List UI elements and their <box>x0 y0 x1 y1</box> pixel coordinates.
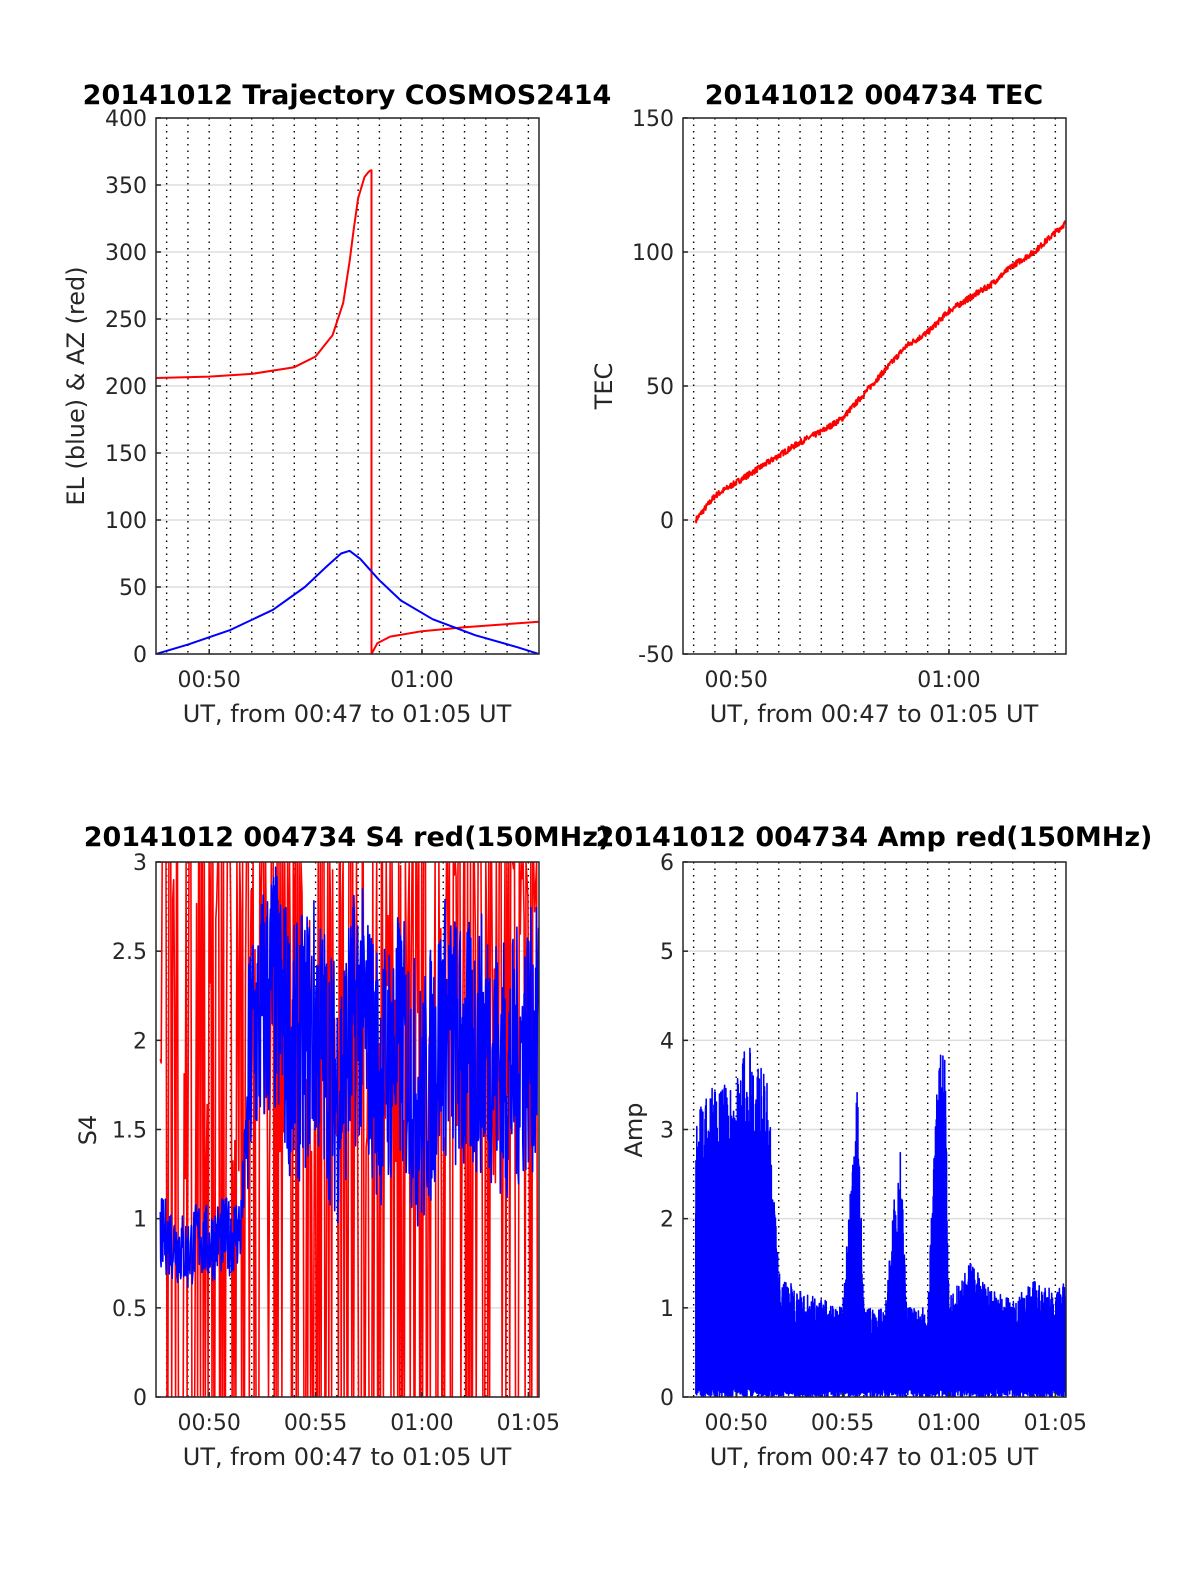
series-line-el <box>156 549 539 654</box>
x-axis-label: UT, from 00:47 to 01:05 UT <box>710 1443 1039 1471</box>
x-tick-label: 01:00 <box>390 1411 453 1436</box>
chart-title: 20141012 004734 Amp red(150MHz) <box>596 822 1153 853</box>
y-tick-label: 50 <box>646 375 674 400</box>
series-line-blue <box>159 866 539 1288</box>
y-tick-label: 5 <box>660 940 674 965</box>
series-line-tec <box>694 220 1066 524</box>
chart-title: 20141012 004734 S4 red(150MHz) <box>84 822 611 853</box>
x-tick-label: 01:05 <box>497 1411 560 1436</box>
y-tick-label: 2.5 <box>112 940 147 965</box>
series-line-az <box>156 169 539 654</box>
y-tick-label: 100 <box>632 241 674 266</box>
series-line-amp <box>695 1047 1066 1397</box>
y-tick-label: -50 <box>638 643 674 668</box>
y-tick-label: 0 <box>660 509 674 534</box>
y-tick-label: 2 <box>660 1208 674 1233</box>
x-tick-label: 01:00 <box>390 668 453 693</box>
y-axis-label: S4 <box>74 1115 102 1146</box>
y-tick-label: 3 <box>133 851 147 876</box>
x-axis-label: UT, from 00:47 to 01:05 UT <box>710 700 1039 728</box>
y-tick-label: 400 <box>105 107 147 132</box>
x-tick-label: 00:50 <box>177 1411 240 1436</box>
x-tick-label: 00:50 <box>704 668 767 693</box>
y-tick-label: 0 <box>133 1386 147 1411</box>
y-tick-label: 3 <box>660 1119 674 1144</box>
x-axis-label: UT, from 00:47 to 01:05 UT <box>183 700 512 728</box>
panel-amp: 0 1 2 3 4 5 6 00:50 00:55 01:00 01:05 20141012 004… <box>596 822 1153 1471</box>
y-tick-label: 1.5 <box>112 1119 147 1144</box>
x-tick-label: 01:05 <box>1024 1411 1087 1436</box>
x-tick-label: 01:00 <box>917 1411 980 1436</box>
panel-trajectory: 0 50 100 150 200 250 300 350 400 00:50 01:00 20141… <box>62 80 611 728</box>
y-tick-label: 1 <box>660 1297 674 1322</box>
y-tick-label: 250 <box>105 308 147 333</box>
y-tick-label: 100 <box>105 509 147 534</box>
y-tick-label: 0.5 <box>112 1297 147 1322</box>
y-axis-label: TEC <box>590 363 618 411</box>
panel-tec: -50 0 50 100 150 00:50 01:00 20141012 004734 T… <box>590 80 1067 728</box>
y-axis-label: EL (blue) & AZ (red) <box>62 266 90 505</box>
y-tick-label: 1 <box>133 1208 147 1233</box>
y-tick-label: 350 <box>105 174 147 199</box>
y-tick-label: 200 <box>105 375 147 400</box>
panel-s4: 0 0.5 1 1.5 2 2.5 3 00:50 00:55 01:00 01:05 201410… <box>74 822 610 1471</box>
x-tick-label: 00:50 <box>704 1411 767 1436</box>
y-axis-label: Amp <box>620 1102 648 1157</box>
y-tick-label: 0 <box>133 643 147 668</box>
y-tick-label: 150 <box>632 107 674 132</box>
x-tick-label: 01:00 <box>917 668 980 693</box>
y-tick-label: 150 <box>105 442 147 467</box>
y-tick-label: 6 <box>660 851 674 876</box>
chart-title: 20141012 004734 TEC <box>705 80 1044 111</box>
x-tick-label: 00:55 <box>811 1411 874 1436</box>
x-axis-label: UT, from 00:47 to 01:05 UT <box>183 1443 512 1471</box>
y-tick-label: 0 <box>660 1386 674 1411</box>
chart-title: 20141012 Trajectory COSMOS2414 <box>83 80 612 111</box>
x-tick-label: 00:55 <box>284 1411 347 1436</box>
y-tick-label: 2 <box>133 1029 147 1054</box>
x-tick-label: 00:50 <box>177 668 240 693</box>
y-tick-label: 4 <box>660 1029 674 1054</box>
y-tick-label: 300 <box>105 241 147 266</box>
y-tick-label: 50 <box>119 576 147 601</box>
